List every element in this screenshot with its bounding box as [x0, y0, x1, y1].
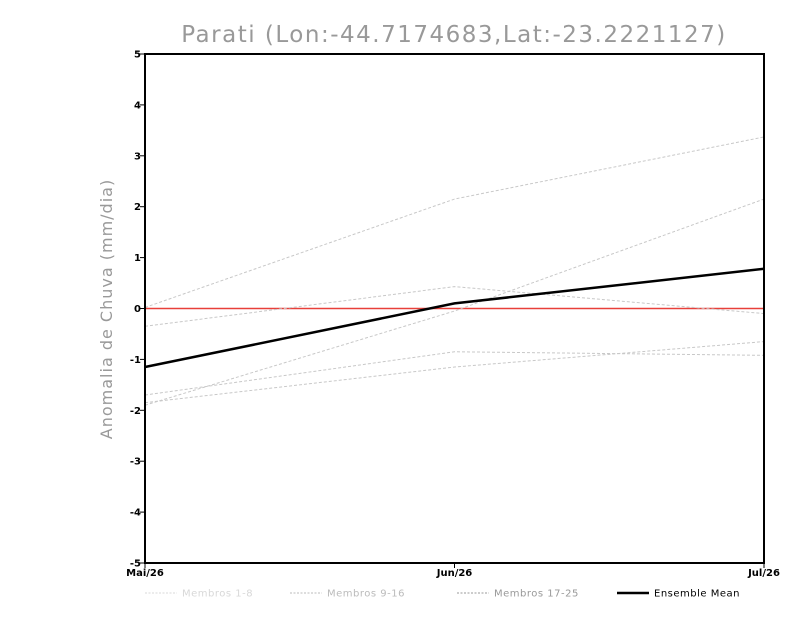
legend-label: Membros 1-8: [182, 589, 253, 600]
legend: Membros 1-8 Membros 9-16 Membros 17-25 Ense…: [145, 589, 740, 600]
y-tick-label: 4: [134, 100, 141, 111]
member-series-line: [144, 351, 765, 396]
member-series-line: [144, 286, 765, 327]
y-tick-label: 2: [134, 202, 141, 213]
y-tick-label: -5: [130, 559, 141, 570]
y-tick-label: 0: [134, 304, 141, 315]
y-tick-label: -4: [130, 508, 141, 519]
ensemble-mean-line: [144, 267, 765, 369]
member-series-line: [144, 198, 765, 406]
member-series-line: [144, 136, 765, 308]
x-tick-label: Mai/26: [126, 568, 164, 579]
y-axis-label: Anomalia de Chuva (mm/dia): [97, 179, 116, 439]
y-tick-label: 1: [134, 253, 141, 264]
x-tick-label: Jun/26: [436, 568, 473, 579]
x-tick-label: Jul/26: [747, 568, 780, 579]
y-tick-label: -1: [130, 355, 141, 366]
plot-frame: [144, 53, 765, 564]
y-tick-label: -2: [130, 406, 141, 417]
legend-label: Membros 9-16: [327, 589, 405, 600]
chart-title: Parati (Lon:-44.7174683,Lat:-23.2221127): [181, 22, 727, 48]
y-tick-label: -3: [130, 457, 141, 468]
legend-label: Membros 17-25: [494, 589, 579, 600]
member-series-line: [144, 341, 765, 404]
y-tick-label: 5: [134, 50, 141, 61]
legend-label: Ensemble Mean: [654, 589, 740, 600]
y-tick-label: 3: [134, 151, 141, 162]
